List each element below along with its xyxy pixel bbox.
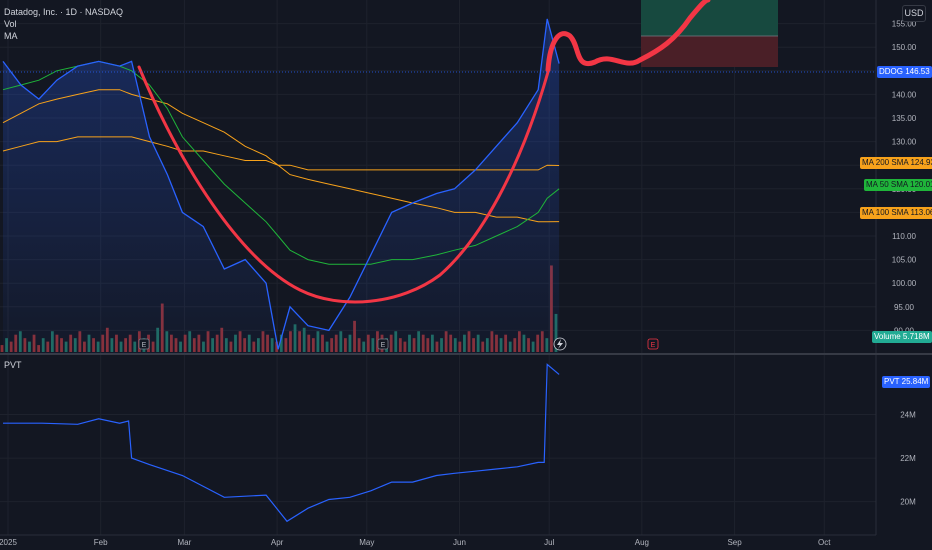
pvt-badge-name: PVT: [884, 377, 900, 386]
ma50-badge-value: 120.01: [910, 180, 932, 189]
pvt-tick-label: 20M: [900, 498, 916, 507]
pvt-legend[interactable]: PVT: [4, 360, 22, 370]
series-line-ddog: [2, 18, 560, 350]
time-tick-label: Feb: [94, 538, 108, 547]
ma100-badge-value: 113.06: [910, 208, 932, 217]
series-lines: [2, 18, 560, 350]
chart-legend: Datadog, Inc. · 1D · NASDAQ Vol MA: [4, 6, 123, 42]
ma100-badge: MA 100 SMA 113.06: [860, 207, 932, 219]
ma200-badge-name: MA 200 SMA: [862, 158, 909, 167]
price-tick-label: 100.00: [892, 279, 917, 288]
price-tick-label: 105.00: [892, 256, 917, 265]
price-area-fill: [3, 18, 560, 355]
volume-badge-value: 5.718M: [902, 332, 930, 341]
time-tick-label: Aug: [635, 538, 649, 547]
time-tick-label: Mar: [178, 538, 192, 547]
price-tick-label: 95.00: [894, 303, 915, 312]
price-badge-name: DDOG: [879, 67, 903, 76]
cup-pattern-drawing[interactable]: [137, 65, 550, 304]
volume-legend[interactable]: Vol: [4, 19, 17, 29]
ma100-badge-name: MA 100 SMA: [862, 208, 909, 217]
dividend-flash-icon[interactable]: [553, 337, 567, 351]
long-position-stop-zone[interactable]: [641, 36, 778, 67]
long-position-profit-zone[interactable]: [641, 0, 778, 36]
pvt-badge: PVT 25.84M: [882, 376, 931, 388]
price-tick-label: 140.00: [892, 90, 917, 99]
volume-badge-name: Volume: [874, 332, 901, 341]
earnings-marker[interactable]: E: [138, 338, 150, 350]
ma50-badge-name: MA 50 SMA: [866, 180, 908, 189]
ma200-badge: MA 200 SMA 124.93: [860, 157, 932, 169]
time-tick-label: 2025: [0, 538, 17, 547]
series-line-ma-100-sma: [2, 89, 560, 223]
time-axis-labels: 2025 Feb Mar Apr May Jun Jul Aug Sep Oct: [0, 538, 831, 547]
price-badge-value: 146.53: [905, 67, 930, 76]
price-tick-label: 130.00: [892, 138, 917, 147]
price-badge: DDOG 146.53: [877, 66, 932, 78]
svg-text:E: E: [381, 342, 386, 349]
currency-button[interactable]: USD: [902, 5, 926, 22]
time-tick-label: Jun: [453, 538, 466, 547]
price-tick-label: 155.00: [892, 20, 917, 29]
handle-projection-drawing[interactable]: [545, 0, 711, 73]
pvt-badge-value: 25.84M: [901, 377, 929, 386]
time-tick-label: Apr: [271, 538, 284, 547]
time-tick-label: Sep: [727, 538, 742, 547]
time-tick-label: Oct: [818, 538, 831, 547]
svg-text:E: E: [651, 342, 656, 349]
pvt-tick-label: 24M: [900, 410, 916, 419]
ma50-badge: MA 50 SMA 120.01: [864, 179, 932, 191]
earnings-marker-upcoming[interactable]: E: [647, 338, 659, 350]
pvt-tick-label: 22M: [900, 454, 916, 463]
ma-legend[interactable]: MA: [4, 31, 18, 41]
pvt-axis-labels: 20M 22M 24M: [900, 410, 916, 506]
svg-text:E: E: [142, 342, 147, 349]
earnings-marker[interactable]: E: [377, 338, 389, 350]
pvt-line: [3, 363, 560, 523]
symbol-title[interactable]: Datadog, Inc. · 1D · NASDAQ: [4, 7, 124, 17]
pvt-series-line: [3, 363, 560, 523]
price-tick-label: 90.00: [894, 326, 915, 335]
volume-bar: [0, 345, 4, 352]
ma200-badge-value: 124.93: [910, 158, 932, 167]
price-tick-label: 135.00: [892, 114, 917, 123]
time-tick-label: May: [359, 538, 374, 547]
price-tick-label: 150.00: [892, 43, 917, 52]
volume-badge: Volume 5.718M: [872, 331, 932, 343]
price-tick-label: 110.00: [892, 232, 916, 241]
time-tick-label: Jul: [544, 538, 554, 547]
